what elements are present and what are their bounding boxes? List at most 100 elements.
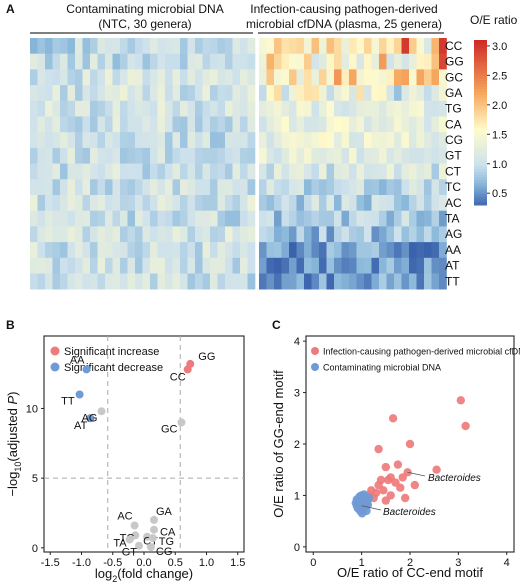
pathogen-point [456, 396, 465, 405]
heatmap-cell [45, 100, 53, 117]
heatmap-cell [394, 226, 402, 243]
group1-title: Contaminating microbial DNA (NTC, 30 gene… [66, 2, 223, 31]
heatmap-cell [82, 226, 91, 243]
heatmap-cell [371, 85, 380, 102]
heatmap-cell [247, 195, 256, 211]
heatmap-cell [232, 226, 241, 243]
heatmap-cell [296, 242, 305, 259]
heatmap-cell [334, 242, 342, 259]
heatmap-cell [356, 195, 365, 211]
heatmap-cell [334, 226, 342, 243]
heatmap-cell [304, 242, 312, 259]
heatmap-cell [225, 38, 233, 54]
heatmap-cell [409, 85, 417, 102]
heatmap-cell [127, 85, 136, 102]
heatmap-cell [180, 273, 188, 290]
heatmap-cell [82, 53, 91, 70]
heatmap-cell [37, 132, 46, 149]
heatmap-cell [394, 242, 402, 259]
heatmap-cell [97, 85, 106, 102]
heatmap-cell [394, 273, 402, 290]
heatmap-cell [416, 226, 425, 243]
heatmap-cell [334, 116, 342, 133]
heatmap-cell [326, 163, 335, 180]
heatmap-cell [30, 226, 38, 243]
heatmap-cell [45, 210, 53, 227]
heatmap-cell [247, 85, 256, 102]
heatmap-cell [379, 132, 387, 149]
heatmap-cell [180, 179, 188, 196]
heatmap-cell [341, 53, 350, 70]
heatmap-cell [401, 242, 410, 259]
colorbar-segment [474, 136, 487, 140]
heatmap-cell [364, 195, 372, 211]
heatmap-cell [82, 116, 91, 133]
heatmap-cell [90, 242, 98, 259]
heatmap-cell [232, 242, 241, 259]
heatmap-cell [439, 132, 447, 149]
heatmap-cell [364, 242, 372, 259]
heatmap-cell [401, 53, 410, 70]
heatmap-cell [386, 69, 395, 86]
heatmap-cell [379, 257, 387, 274]
contaminant-point [362, 497, 371, 506]
heatmap-cell [266, 226, 275, 243]
heatmap-cell [180, 147, 188, 164]
heatmap-cell [416, 257, 425, 274]
heatmap-cell [75, 163, 83, 180]
heatmap-cell [82, 179, 91, 196]
heatmap-cell [180, 85, 188, 102]
heatmap-row-label: GA [445, 86, 462, 100]
colorbar-tick-label: 3.0 [492, 41, 507, 53]
heatmap-cell [394, 132, 402, 149]
heatmap-cell [60, 242, 68, 259]
legend-marker [50, 362, 60, 372]
x-tick-label: -1.0 [72, 557, 91, 569]
heatmap-row-label: AA [445, 243, 461, 257]
x-tick-label: 2 [407, 557, 413, 569]
heatmap-cell [225, 53, 233, 70]
colorbar-segment [474, 125, 487, 129]
heatmap-cell [386, 242, 395, 259]
heatmap-cell [187, 195, 196, 211]
heatmap-cell [90, 100, 98, 117]
heatmap-cell [142, 210, 151, 227]
heatmap-cell [60, 85, 68, 102]
heatmap-cell [259, 195, 267, 211]
heatmap-cell [311, 195, 320, 211]
heatmap-cell [30, 85, 38, 102]
heatmap-cell [150, 85, 158, 102]
heatmap-cell [82, 147, 91, 164]
heatmap-cell [379, 85, 387, 102]
heatmap-cell [142, 69, 151, 86]
heatmap-cell [187, 226, 196, 243]
volcano-point-at [86, 414, 95, 423]
heatmap-cell [394, 38, 402, 54]
heatmap-cell [304, 116, 312, 133]
heatmap-cell [37, 147, 46, 164]
heatmap-cell [172, 100, 181, 117]
heatmap-cell [371, 53, 380, 70]
heatmap-cell [225, 242, 233, 259]
heatmap-cell [289, 116, 297, 133]
heatmap-cell [165, 210, 173, 227]
heatmap-cell [157, 69, 166, 86]
heatmap-cell [225, 85, 233, 102]
heatmap-cell [45, 242, 53, 259]
heatmap-cell [281, 179, 290, 196]
panel-label-c: C [272, 318, 281, 332]
heatmap-cell [82, 242, 91, 259]
heatmap-cell [232, 163, 241, 180]
heatmap-cell [52, 132, 61, 149]
heatmap-cell [217, 85, 226, 102]
heatmap-cell [97, 179, 106, 196]
heatmap-cell [364, 53, 372, 70]
heatmap-cell [326, 100, 335, 117]
heatmap-cell [274, 85, 282, 102]
heatmap-cell [195, 53, 203, 70]
heatmap-cell [326, 116, 335, 133]
heatmap-cell [180, 100, 188, 117]
heatmap-cell [319, 116, 327, 133]
heatmap-cell [319, 163, 327, 180]
heatmap-cell [394, 210, 402, 227]
